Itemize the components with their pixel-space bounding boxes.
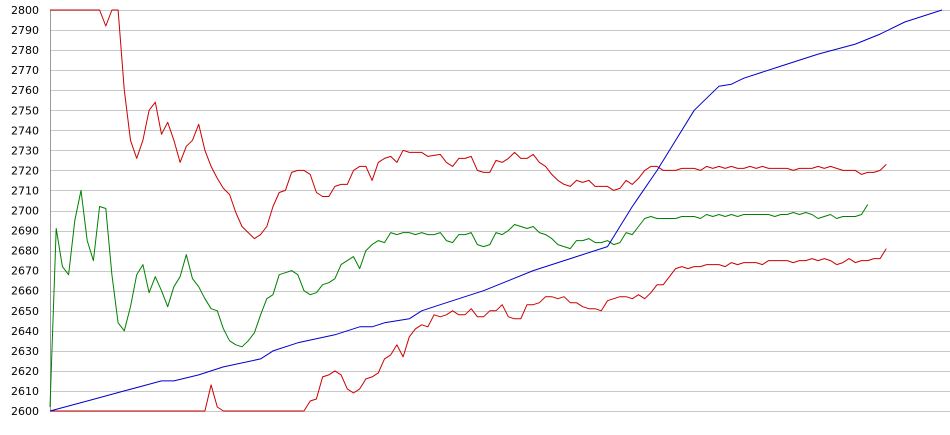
y-tick-label: 2780 <box>11 44 39 57</box>
y-tick-label: 2660 <box>11 285 39 298</box>
y-tick-label: 2620 <box>11 365 39 378</box>
series-line-trend <box>49 9 943 412</box>
y-tick-label: 2700 <box>11 205 39 218</box>
y-tick-label: 2710 <box>11 184 39 197</box>
gridlines <box>50 10 950 412</box>
y-tick-label: 2720 <box>11 164 39 177</box>
y-tick-label: 2790 <box>11 24 39 37</box>
y-tick-label: 2690 <box>11 225 39 238</box>
y-tick-label: 2760 <box>11 84 39 97</box>
y-tick-label: 2750 <box>11 104 39 117</box>
series-line-upper-band <box>50 9 887 240</box>
y-tick-label: 2680 <box>11 245 39 258</box>
y-tick-label: 2730 <box>11 144 39 157</box>
y-tick-label: 2630 <box>11 345 39 358</box>
y-tick-label: 2740 <box>11 124 39 137</box>
y-tick-label: 2600 <box>11 405 39 418</box>
y-tick-label: 2640 <box>11 325 39 338</box>
y-tick-label: 2770 <box>11 64 39 77</box>
series-line-middle <box>49 189 869 408</box>
series-line-lower-band <box>50 248 887 412</box>
y-tick-label: 2610 <box>11 385 39 398</box>
y-tick-label: 2670 <box>11 265 39 278</box>
y-axis-tick-labels: 2600 2610 2620 2630 2640 2650 2660 2670 2680 2690… <box>11 4 39 418</box>
y-tick-label: 2800 <box>11 4 39 17</box>
y-tick-label: 2650 <box>11 305 39 318</box>
series-lines <box>49 9 943 412</box>
